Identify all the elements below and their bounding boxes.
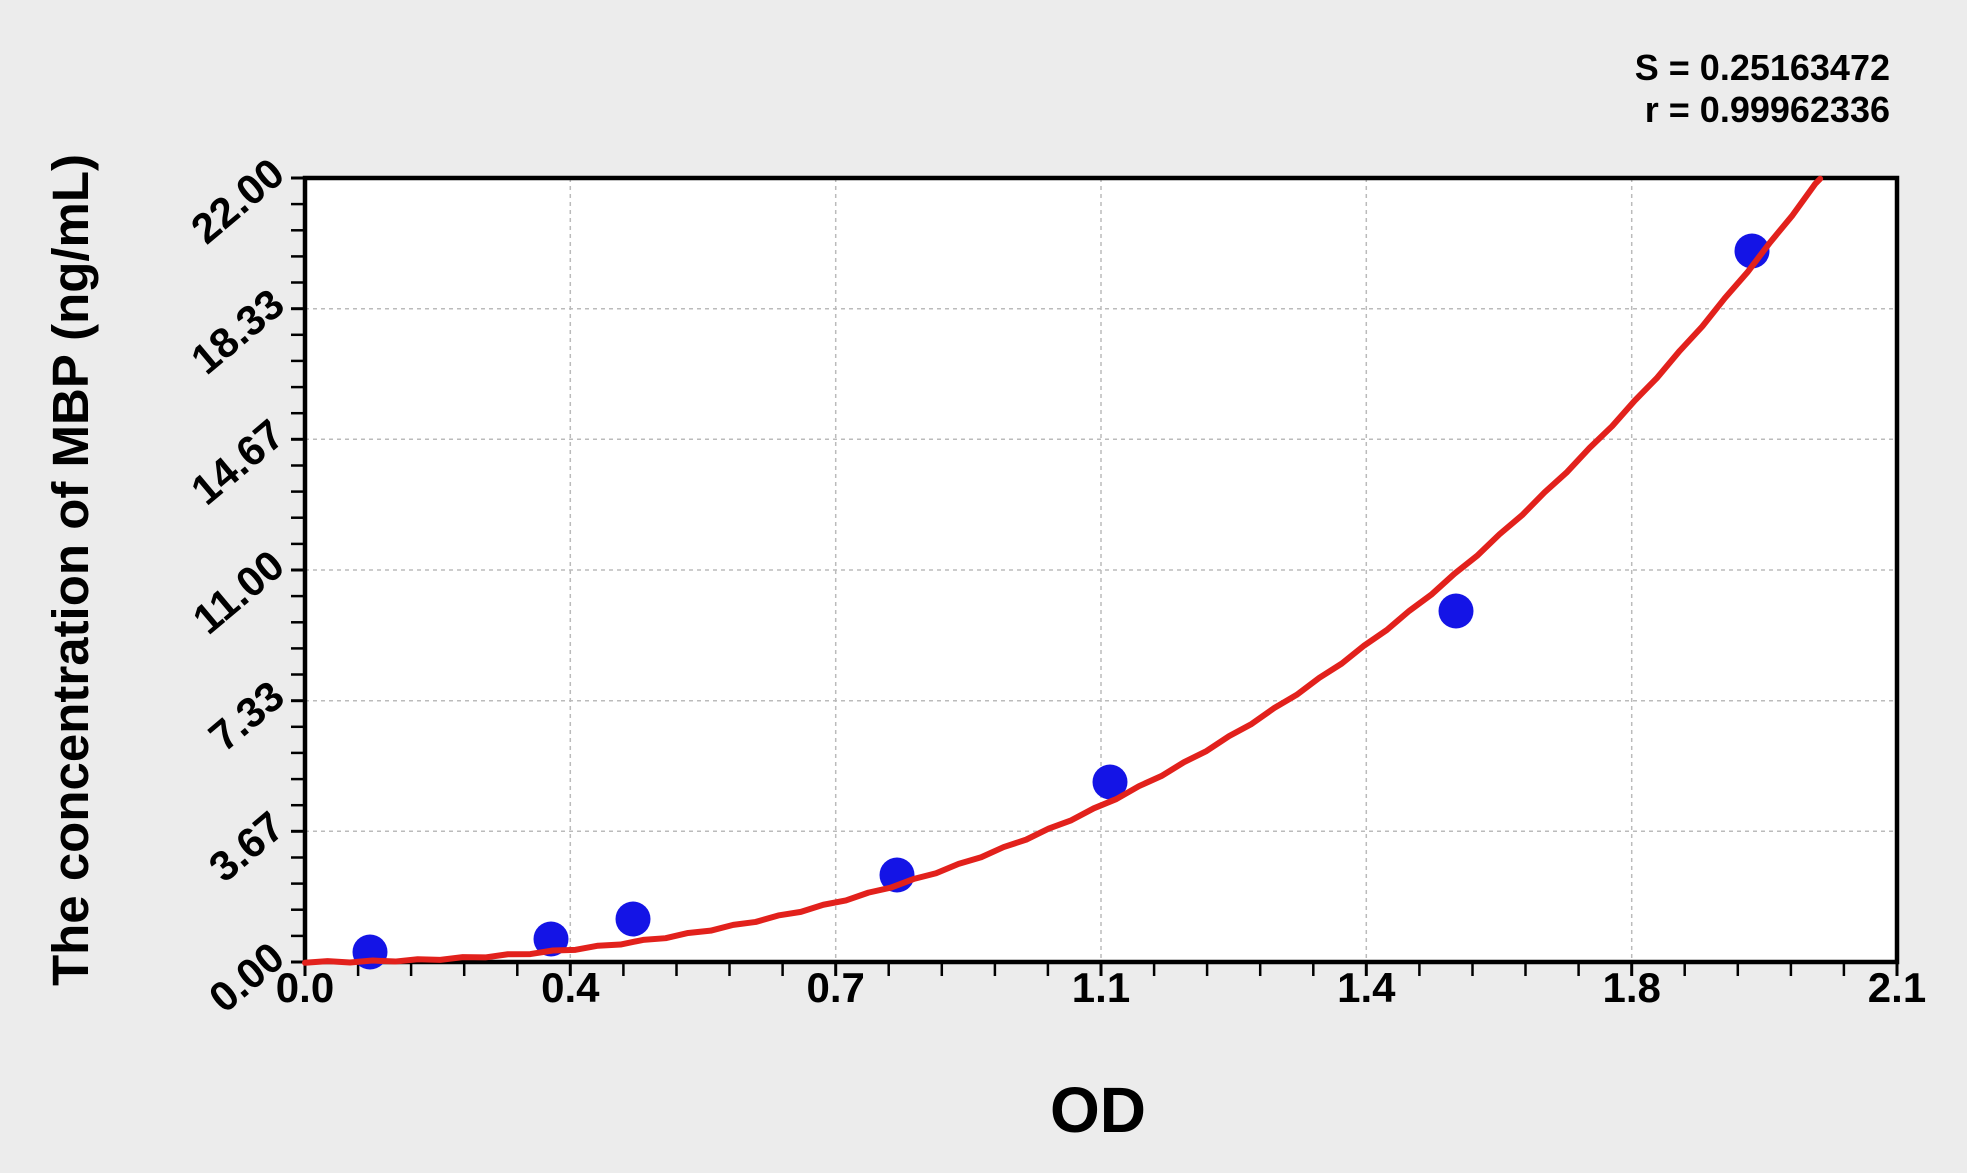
svg-text:OD: OD (1050, 1074, 1146, 1146)
svg-text:1.4: 1.4 (1337, 964, 1396, 1011)
svg-text:S = 0.25163472: S = 0.25163472 (1635, 47, 1890, 88)
svg-text:1.1: 1.1 (1072, 964, 1130, 1011)
svg-text:The concentration of MBP (ng/m: The concentration of MBP (ng/mL) (42, 154, 99, 986)
svg-text:r = 0.99962336: r = 0.99962336 (1645, 89, 1890, 130)
svg-text:1.8: 1.8 (1603, 964, 1661, 1011)
svg-text:0.4: 0.4 (541, 964, 600, 1011)
svg-text:2.1: 2.1 (1868, 964, 1926, 1011)
svg-text:0.7: 0.7 (807, 964, 865, 1011)
